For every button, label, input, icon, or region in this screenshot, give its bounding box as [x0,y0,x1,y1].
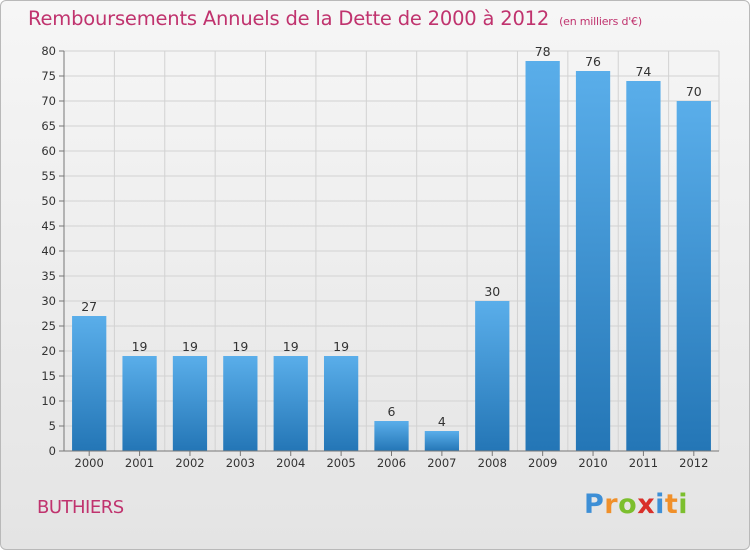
x-tick-label: 2010 [578,456,607,470]
y-tick-label: 35 [41,269,56,283]
commune-name: BUTHIERS [37,497,124,518]
y-tick-label: 60 [41,144,56,158]
bar [424,431,460,451]
logo-letter: t [664,489,679,520]
y-tick-label: 15 [41,369,56,383]
bar [223,356,258,451]
chart-title: Remboursements Annuels de la Dette de 20… [28,7,642,30]
bar [374,421,409,451]
x-tick-label: 2005 [326,456,355,470]
y-tick-label: 80 [41,44,56,58]
data-label: 27 [81,299,97,314]
y-tick-label: 20 [41,344,56,358]
bar [273,356,308,451]
y-tick-label: 65 [41,119,56,133]
bar [475,301,510,451]
x-tick-label: 2001 [125,456,154,470]
proxiti-logo: Proxiti [584,489,688,520]
bar [172,356,208,451]
data-label: 76 [585,54,601,69]
logo-letter: o [618,489,638,520]
chart-title-text: Remboursements Annuels de la Dette de 20… [28,7,550,30]
data-label: 70 [686,84,702,99]
data-label: 19 [283,339,299,354]
logo-letter: i [655,489,665,520]
logo-letter: i [678,489,689,520]
y-tick-label: 30 [41,294,56,308]
data-label: 4 [438,414,446,429]
y-tick-label: 55 [41,169,56,183]
x-tick-label: 2002 [175,456,204,470]
y-tick-label: 70 [41,94,56,108]
x-tick-label: 2012 [679,456,708,470]
y-tick-label: 40 [41,244,56,258]
x-tick-label: 2000 [75,456,104,470]
bar [626,81,661,451]
bar [676,101,711,451]
logo-letter: x [637,489,656,520]
data-label: 19 [182,339,198,354]
y-tick-label: 45 [41,219,56,233]
bar [525,61,560,451]
chart-unit: (en milliers d'€) [559,15,642,28]
y-tick-label: 0 [49,444,56,458]
x-tick-label: 2008 [478,456,507,470]
y-tick-label: 10 [41,394,56,408]
data-label: 78 [535,44,551,59]
logo-letter: r [604,489,619,520]
x-tick-label: 2007 [427,456,456,470]
y-tick-label: 25 [41,319,56,333]
data-label: 19 [132,339,148,354]
bar [72,316,107,451]
data-label: 74 [635,64,651,79]
logo-letter: P [584,489,605,520]
data-label: 19 [232,339,248,354]
x-tick-label: 2011 [629,456,658,470]
data-label: 19 [333,339,349,354]
y-tick-label: 75 [41,69,56,83]
y-tick-label: 5 [49,419,56,433]
y-tick-label: 50 [41,194,56,208]
data-label: 30 [484,284,500,299]
bar [122,356,157,451]
x-tick-label: 2009 [528,456,557,470]
bar [323,356,359,451]
x-tick-label: 2006 [377,456,406,470]
x-tick-label: 2004 [276,456,305,470]
data-label: 6 [388,404,396,419]
bar [575,71,611,451]
x-tick-label: 2003 [226,456,255,470]
